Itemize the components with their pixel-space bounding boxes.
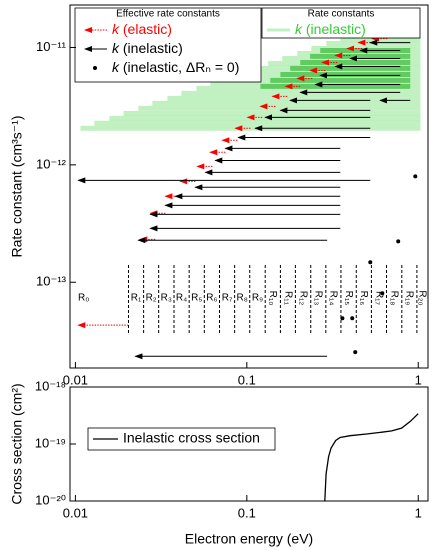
legend-label: k (inelastic) bbox=[112, 40, 183, 56]
y-axis-label: Rate constant (cm³s⁻¹) bbox=[9, 116, 25, 258]
text: (inelastic, ΔRₙ = 0) bbox=[119, 59, 239, 75]
y-tick-label: 10⁻¹³ bbox=[36, 274, 67, 289]
x-tick-label: 0.1 bbox=[238, 372, 256, 387]
region-label: R₁₉ bbox=[404, 291, 415, 306]
x-tick-label: 0.01 bbox=[63, 372, 88, 387]
x-tick-label: 1 bbox=[415, 505, 422, 520]
region-label: R₀ bbox=[78, 293, 89, 304]
legend-label: k (inelastic) bbox=[295, 21, 366, 37]
region-label: R₁₀ bbox=[267, 291, 278, 306]
region-label: R₁₁ bbox=[282, 291, 293, 306]
symbol: k bbox=[112, 21, 120, 37]
region-label: R₁₈ bbox=[389, 291, 400, 306]
region-label: R₉ bbox=[252, 293, 263, 304]
region-label: R₆ bbox=[206, 293, 217, 304]
y-tick-label: 10⁻¹⁹ bbox=[35, 435, 66, 450]
x-axis-label: Electron energy (eV) bbox=[185, 531, 313, 547]
legend-symbol bbox=[93, 66, 97, 70]
legend-box bbox=[87, 427, 276, 451]
region-label: R₁ bbox=[131, 293, 142, 304]
rate-point bbox=[350, 316, 355, 321]
plot-frame bbox=[69, 4, 429, 369]
region-label: R₁₂ bbox=[297, 291, 308, 306]
rate-point bbox=[368, 260, 373, 265]
region-label: R₈ bbox=[237, 293, 248, 304]
region-label: R₃ bbox=[161, 293, 172, 304]
rate-point bbox=[380, 291, 385, 296]
y-axis-label: Cross section (cm²) bbox=[9, 383, 25, 504]
x-tick-label: 1 bbox=[415, 372, 422, 387]
legend-label: k (inelastic, ΔRₙ = 0) bbox=[112, 59, 239, 75]
region-label: R₁₅ bbox=[343, 291, 354, 306]
legend-box bbox=[261, 7, 421, 39]
cross-section-line bbox=[324, 413, 419, 502]
y-tick-label: 10⁻¹² bbox=[36, 156, 67, 171]
legend-title: Rate constants bbox=[308, 9, 375, 20]
symbol: k bbox=[112, 40, 120, 56]
y-tick-label: 10⁻²⁰ bbox=[35, 492, 66, 507]
symbol: k bbox=[295, 21, 303, 37]
x-tick-label: 0.1 bbox=[238, 505, 256, 520]
legend-label: k (elastic) bbox=[112, 21, 172, 37]
region-label: R₂₀ bbox=[416, 290, 427, 305]
rate-point bbox=[413, 174, 418, 179]
x-tick-label: 0.01 bbox=[63, 505, 88, 520]
y-tick-label: 10⁻¹¹ bbox=[36, 39, 67, 54]
region-label: R₂ bbox=[146, 293, 157, 304]
legend-title: Effective rate constants bbox=[116, 9, 220, 20]
region-label: R₁₇ bbox=[373, 291, 384, 306]
region-label: R₇ bbox=[222, 293, 233, 304]
region-label: R₁₄ bbox=[328, 291, 339, 306]
text: (elastic) bbox=[119, 21, 172, 37]
text: (inelastic) bbox=[302, 21, 366, 37]
region-label: R₅ bbox=[191, 293, 202, 304]
text: (inelastic) bbox=[119, 40, 183, 56]
region-label: R₁₆ bbox=[358, 291, 369, 306]
rate-point bbox=[396, 239, 401, 244]
symbol: k bbox=[112, 59, 120, 75]
region-label: R₄ bbox=[176, 293, 187, 304]
y-tick-label: 10⁻¹⁸ bbox=[35, 378, 66, 393]
legend-box bbox=[74, 7, 262, 83]
region-label: R₁₃ bbox=[313, 291, 324, 306]
legend-label: Inelastic cross section bbox=[123, 430, 260, 446]
rate-point bbox=[353, 350, 358, 355]
